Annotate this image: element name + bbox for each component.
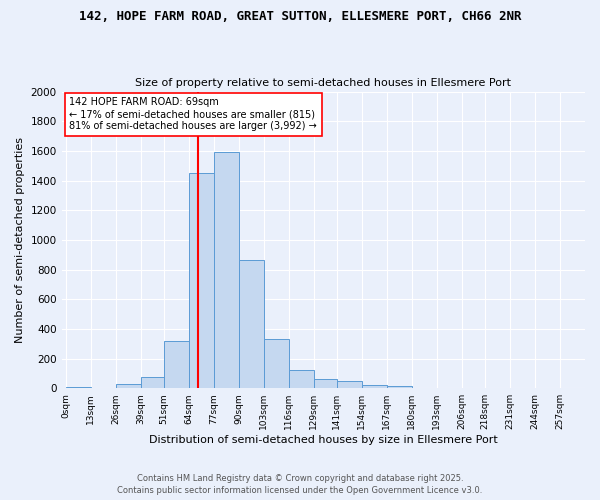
Title: Size of property relative to semi-detached houses in Ellesmere Port: Size of property relative to semi-detach… xyxy=(136,78,511,88)
Bar xyxy=(164,342,188,388)
Y-axis label: Number of semi-detached properties: Number of semi-detached properties xyxy=(15,137,25,343)
Bar xyxy=(289,370,314,388)
Bar xyxy=(239,260,263,388)
Bar xyxy=(65,386,91,388)
Bar xyxy=(362,384,387,388)
Bar xyxy=(214,152,239,388)
Bar xyxy=(387,386,412,388)
Text: 142 HOPE FARM ROAD: 69sqm
← 17% of semi-detached houses are smaller (815)
81% of: 142 HOPE FARM ROAD: 69sqm ← 17% of semi-… xyxy=(70,98,317,130)
Text: Contains HM Land Registry data © Crown copyright and database right 2025.
Contai: Contains HM Land Registry data © Crown c… xyxy=(118,474,482,495)
Bar xyxy=(263,338,289,388)
Text: 142, HOPE FARM ROAD, GREAT SUTTON, ELLESMERE PORT, CH66 2NR: 142, HOPE FARM ROAD, GREAT SUTTON, ELLES… xyxy=(79,10,521,23)
X-axis label: Distribution of semi-detached houses by size in Ellesmere Port: Distribution of semi-detached houses by … xyxy=(149,435,498,445)
Bar xyxy=(188,173,214,388)
Bar xyxy=(116,384,140,388)
Bar xyxy=(314,380,337,388)
Bar xyxy=(140,377,164,388)
Bar xyxy=(337,381,362,388)
